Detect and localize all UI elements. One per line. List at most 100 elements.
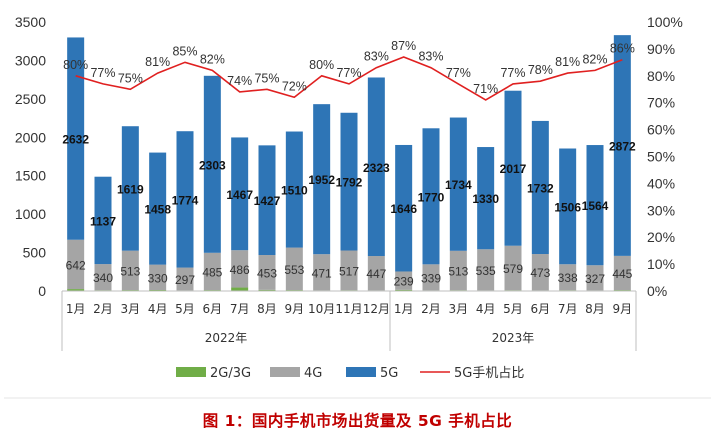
- value-label-5g: 1732: [527, 181, 554, 195]
- bar-4g: [121, 250, 139, 291]
- bar-4g: [367, 256, 385, 291]
- x-tick-label: 4月: [148, 302, 168, 316]
- x-group-label: 2022年: [205, 331, 248, 345]
- y2-tick-label: 0%: [647, 283, 667, 299]
- bar-4g: [94, 264, 112, 291]
- bar-5g: [613, 35, 631, 256]
- x-tick-label: 4月: [476, 302, 496, 316]
- share-value-label: 82%: [200, 52, 225, 66]
- x-axis: 1月 2月 3月 4月 5月 6月 7月 8月 9月 10月 11月 12月 1月 2月 3月 4月 5月 6月 7…: [61, 290, 637, 351]
- bar-5g: [285, 131, 303, 248]
- share-value-label: 81%: [145, 55, 170, 69]
- share-value-label: 83%: [364, 50, 389, 64]
- value-label-5g: 1774: [172, 193, 199, 207]
- y2-tick-label: 30%: [647, 202, 675, 218]
- y-axis-left: 0 500 1000 1500 2000 2500 3000 3500: [15, 14, 46, 299]
- value-label-5g: 1330: [472, 192, 499, 206]
- x-tick-label: 9月: [285, 302, 305, 316]
- value-label-4g: 579: [503, 262, 523, 276]
- bar-4g: [395, 271, 413, 290]
- bar-5g: [340, 112, 358, 251]
- bar-4g: [285, 247, 303, 291]
- bar-4g: [531, 254, 549, 291]
- value-label-5g: 2017: [500, 162, 527, 176]
- data-labels-layer: 80%77% 75%81%85%82%74% 75%72%80%77%83%87%8…: [62, 39, 636, 289]
- value-label-4g: 471: [312, 266, 332, 280]
- bar-5g: [149, 152, 167, 265]
- share-value-label: 87%: [391, 39, 416, 53]
- value-label-5g: 2872: [609, 140, 636, 154]
- legend-swatch: [176, 367, 206, 377]
- bar-4g: [613, 255, 631, 291]
- share-value-label: 71%: [473, 82, 498, 96]
- bar-5g: [367, 77, 385, 257]
- value-label-4g: 445: [612, 267, 632, 281]
- bar-5g: [531, 120, 549, 255]
- bar-2g-3g: [67, 289, 85, 291]
- bar-4g: [176, 267, 194, 291]
- legend-label: 5G: [380, 366, 398, 381]
- x-tick-label: 6月: [531, 302, 551, 316]
- share-value-label: 77%: [446, 66, 471, 80]
- share-value-label: 80%: [63, 58, 88, 72]
- bar-5g: [504, 90, 522, 246]
- bar-4g: [67, 239, 85, 290]
- value-label-4g: 338: [558, 271, 578, 285]
- bar-2g-3g: [395, 289, 413, 291]
- share-value-label: 86%: [610, 42, 635, 56]
- x-tick-label: 3月: [449, 302, 469, 316]
- share-value-label: 81%: [555, 55, 580, 69]
- value-label-4g: 553: [284, 263, 304, 277]
- x-tick-label: 10月: [308, 302, 335, 316]
- bar-4g: [422, 264, 440, 291]
- value-label-4g: 339: [421, 271, 441, 285]
- share-value-label: 74%: [227, 74, 252, 88]
- value-label-5g: 1952: [308, 173, 335, 187]
- y2-tick-label: 100%: [647, 14, 683, 30]
- value-label-4g: 485: [202, 265, 222, 279]
- bar-5g: [67, 37, 85, 240]
- bar-4g: [586, 265, 604, 291]
- share-value-label: 80%: [309, 58, 334, 72]
- value-label-4g: 473: [530, 266, 550, 280]
- x-tick-label: 11月: [335, 302, 362, 316]
- y-tick-label: 3500: [15, 14, 46, 30]
- bar-2g-3g: [258, 289, 276, 291]
- share-value-label: 85%: [172, 44, 197, 58]
- y-axis-right: 0% 10% 20% 30% 40% 50% 60% 70% 80% 90% 100%: [647, 14, 683, 299]
- value-label-4g: 447: [366, 267, 386, 281]
- value-label-5g: 1467: [226, 188, 253, 202]
- value-label-5g: 1619: [117, 182, 144, 196]
- value-label-4g: 239: [394, 275, 414, 289]
- value-label-5g: 1792: [336, 176, 363, 190]
- y2-tick-label: 90%: [647, 41, 675, 57]
- bar-4g: [203, 252, 221, 291]
- value-label-5g: 1137: [90, 214, 116, 228]
- value-label-4g: 513: [120, 264, 140, 278]
- share-value-label: 77%: [336, 66, 361, 80]
- value-label-5g: 2323: [363, 161, 390, 175]
- x-tick-label: 7月: [558, 302, 578, 316]
- x-tick-label: 3月: [121, 302, 141, 316]
- chart-legend: 2G/3G 4G 5G 5G手机占比: [4, 366, 711, 399]
- value-label-4g: 513: [448, 265, 468, 279]
- value-label-4g: 453: [257, 266, 277, 280]
- value-label-5g: 1734: [445, 178, 472, 192]
- share-value-label: 83%: [418, 50, 443, 64]
- x-tick-label: 5月: [503, 302, 523, 316]
- y2-tick-label: 50%: [647, 149, 675, 165]
- value-label-5g: 2632: [62, 133, 89, 147]
- x-tick-label: 2月: [93, 302, 113, 316]
- value-label-5g: 1427: [254, 194, 281, 208]
- share-line: [75, 56, 623, 101]
- share-value-label: 82%: [582, 52, 607, 66]
- y-tick-label: 2000: [15, 129, 46, 145]
- legend-swatch: [270, 367, 300, 377]
- bar-4g: [504, 245, 522, 291]
- chart-caption: 图 1：国内手机市场出货量及 5G 手机占比: [202, 412, 513, 430]
- x-tick-label: 2月: [421, 302, 441, 316]
- x-tick-label: 9月: [613, 302, 633, 316]
- value-label-5g: 1564: [582, 199, 609, 213]
- bar-4g: [231, 250, 249, 288]
- bar-4g: [449, 250, 467, 291]
